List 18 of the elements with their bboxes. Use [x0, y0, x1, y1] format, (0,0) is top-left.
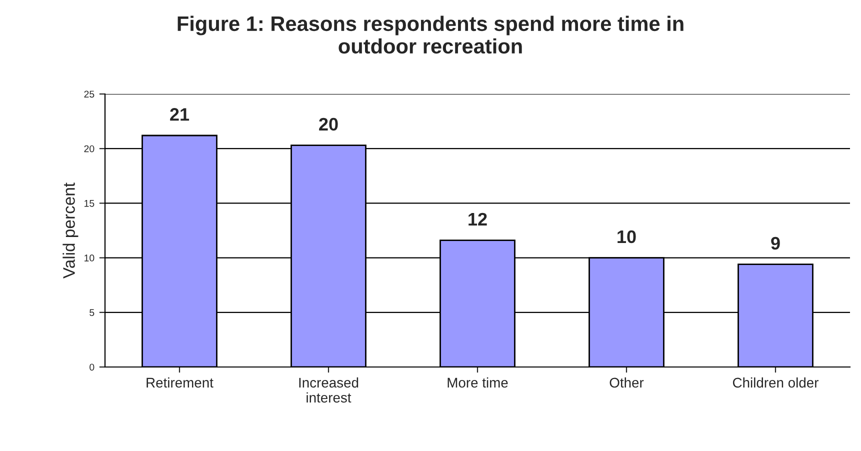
x-tick-label: Other: [610, 377, 644, 388]
data-label: 12: [468, 212, 487, 226]
x-tick-label: Increased interest: [299, 377, 358, 403]
x-tick-label: More time: [448, 377, 508, 388]
y-tick-label: 5: [90, 309, 94, 316]
data-label: 20: [319, 118, 338, 131]
data-label: 9: [771, 236, 780, 250]
data-label: 21: [170, 108, 190, 121]
y-axis-title: Valid percent: [62, 182, 78, 278]
y-tick-label: 20: [84, 145, 94, 152]
x-tick-label: Children older: [732, 377, 819, 388]
y-tick-label: 10: [84, 254, 94, 262]
x-tick-label: Retirement: [146, 377, 214, 388]
data-label: 10: [618, 230, 636, 244]
y-tick-label: 0: [90, 364, 94, 371]
y-tick-label: 15: [84, 200, 94, 207]
chart-title: Figure 1: Reasons respondents spend more time in outdoor recreation: [178, 16, 684, 54]
y-tick-label: 25: [84, 90, 94, 98]
